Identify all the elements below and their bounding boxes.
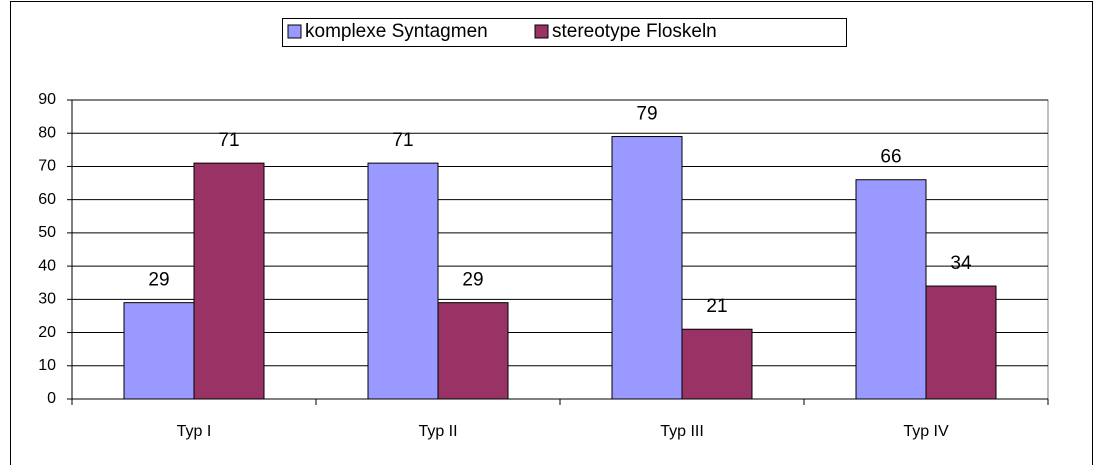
bar xyxy=(855,179,927,400)
data-label: 79 xyxy=(636,104,657,125)
y-tick-label: 80 xyxy=(38,124,56,141)
bar xyxy=(681,328,753,400)
legend-swatch xyxy=(534,24,549,39)
legend-box xyxy=(282,18,847,47)
y-tick-label: 0 xyxy=(47,390,56,407)
data-label: 66 xyxy=(880,147,901,168)
bar xyxy=(611,136,683,400)
bar xyxy=(193,162,265,400)
y-tick-label: 20 xyxy=(38,324,56,341)
legend-label: stereotype Floskeln xyxy=(552,21,717,42)
y-tick-label: 50 xyxy=(38,224,56,241)
data-label: 21 xyxy=(706,296,727,317)
legend-swatch xyxy=(287,24,302,39)
y-tick-label: 60 xyxy=(38,191,56,208)
data-label: 34 xyxy=(950,253,972,274)
legend-label: komplexe Syntagmen xyxy=(305,21,488,42)
y-tick-label: 40 xyxy=(38,257,56,274)
bar xyxy=(437,302,509,400)
x-tick-label: Typ II xyxy=(418,423,457,440)
x-tick-label: Typ III xyxy=(660,423,704,440)
bar xyxy=(367,162,439,400)
x-tick-label: Typ I xyxy=(177,423,212,440)
y-tick-label: 10 xyxy=(38,357,56,374)
y-tick-label: 30 xyxy=(38,291,56,308)
data-label: 29 xyxy=(462,270,483,291)
bar xyxy=(925,285,997,400)
y-tick-label: 70 xyxy=(38,158,56,175)
x-tick-label: Typ IV xyxy=(903,423,949,440)
data-label: 29 xyxy=(148,270,169,291)
y-tick-label: 90 xyxy=(38,91,56,108)
data-label: 71 xyxy=(392,130,413,151)
data-label: 71 xyxy=(218,130,239,151)
bar xyxy=(123,302,195,400)
